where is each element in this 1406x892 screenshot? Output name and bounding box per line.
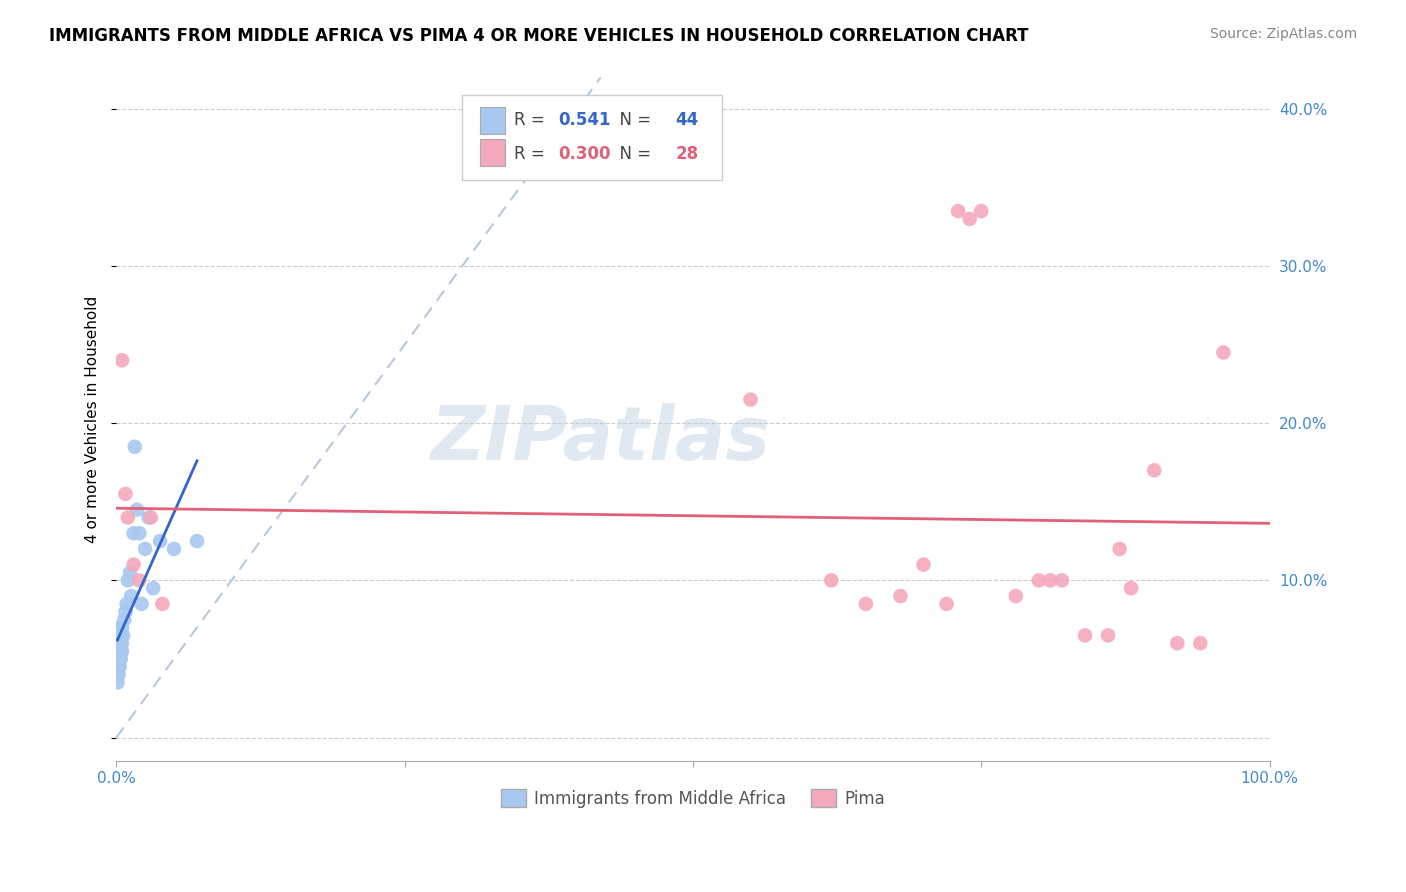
Point xyxy=(107,660,129,674)
Point xyxy=(959,211,981,226)
Point xyxy=(108,628,131,642)
Point xyxy=(107,636,129,650)
Point xyxy=(855,597,877,611)
Point xyxy=(111,620,134,634)
Point xyxy=(107,644,129,658)
Point xyxy=(1212,345,1234,359)
Point xyxy=(112,628,135,642)
Text: 44: 44 xyxy=(676,111,699,128)
Text: 0.300: 0.300 xyxy=(558,145,610,163)
Point xyxy=(1189,636,1212,650)
Point xyxy=(107,667,129,681)
Point xyxy=(1074,628,1097,642)
Point xyxy=(107,652,129,666)
Point xyxy=(149,534,172,549)
Point xyxy=(110,636,132,650)
Text: N =: N = xyxy=(609,111,657,128)
Text: N =: N = xyxy=(609,145,657,163)
Point xyxy=(124,440,146,454)
Point xyxy=(122,558,145,572)
Point xyxy=(107,675,129,690)
Point xyxy=(107,628,129,642)
Point xyxy=(1050,574,1073,588)
Text: R =: R = xyxy=(515,111,550,128)
Point xyxy=(108,636,131,650)
Point xyxy=(112,613,135,627)
Point xyxy=(108,644,131,658)
Point xyxy=(107,667,129,681)
Point xyxy=(110,628,132,642)
Point xyxy=(912,558,935,572)
Text: Source: ZipAtlas.com: Source: ZipAtlas.com xyxy=(1209,27,1357,41)
Point xyxy=(114,487,136,501)
Point xyxy=(128,574,150,588)
Point xyxy=(110,652,132,666)
Y-axis label: 4 or more Vehicles in Household: 4 or more Vehicles in Household xyxy=(86,295,100,543)
Point xyxy=(138,510,160,524)
Point xyxy=(139,510,162,524)
Point xyxy=(107,644,129,658)
Point xyxy=(1143,463,1166,477)
FancyBboxPatch shape xyxy=(479,139,505,166)
Point xyxy=(108,652,131,666)
Point xyxy=(152,597,174,611)
Point xyxy=(970,204,993,219)
Point xyxy=(1166,636,1188,650)
Point xyxy=(107,628,129,642)
Point xyxy=(125,502,148,516)
Point xyxy=(107,636,129,650)
Point xyxy=(110,644,132,658)
Point xyxy=(120,566,142,580)
Point xyxy=(1108,541,1130,556)
Text: 0.541: 0.541 xyxy=(558,111,610,128)
Point xyxy=(889,589,911,603)
Point xyxy=(117,574,139,588)
Point xyxy=(163,541,186,556)
Point xyxy=(740,392,762,407)
FancyBboxPatch shape xyxy=(463,95,721,180)
Point xyxy=(186,534,208,549)
Point xyxy=(142,581,165,595)
Point xyxy=(107,660,129,674)
FancyBboxPatch shape xyxy=(479,107,505,134)
Point xyxy=(1028,574,1050,588)
Point xyxy=(120,589,142,603)
Point xyxy=(115,597,138,611)
Point xyxy=(122,526,145,541)
Point xyxy=(114,605,136,619)
Point xyxy=(820,574,842,588)
Point xyxy=(1119,581,1142,595)
Point xyxy=(935,597,957,611)
Point xyxy=(1039,574,1062,588)
Text: IMMIGRANTS FROM MIDDLE AFRICA VS PIMA 4 OR MORE VEHICLES IN HOUSEHOLD CORRELATIO: IMMIGRANTS FROM MIDDLE AFRICA VS PIMA 4 … xyxy=(49,27,1029,45)
Point xyxy=(107,620,129,634)
Point xyxy=(131,597,153,611)
Point xyxy=(946,204,969,219)
Legend: Immigrants from Middle Africa, Pima: Immigrants from Middle Africa, Pima xyxy=(494,782,891,814)
Text: ZIPatlas: ZIPatlas xyxy=(430,403,770,476)
Point xyxy=(134,541,156,556)
Point xyxy=(128,526,150,541)
Text: 28: 28 xyxy=(676,145,699,163)
Point xyxy=(1097,628,1119,642)
Point xyxy=(107,652,129,666)
Point xyxy=(111,636,134,650)
Point xyxy=(108,660,131,674)
Point xyxy=(111,353,134,368)
Text: R =: R = xyxy=(515,145,550,163)
Point xyxy=(117,510,139,524)
Point xyxy=(111,644,134,658)
Point xyxy=(1004,589,1026,603)
